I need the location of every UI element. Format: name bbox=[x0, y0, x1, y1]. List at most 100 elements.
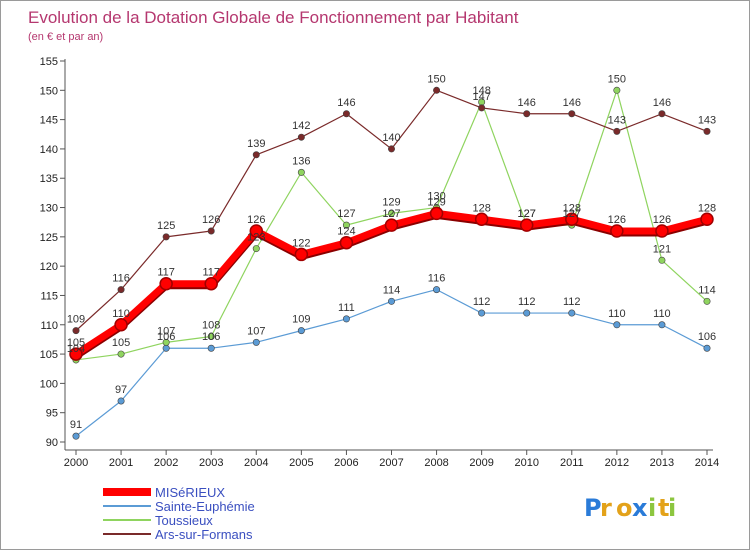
point-mis-rieux-2010 bbox=[519, 218, 534, 232]
point-ars-sur-formans-2005 bbox=[297, 133, 305, 141]
data-label-ars-sur-formans-2012: 143 bbox=[608, 114, 626, 126]
data-label-sainte-euph-mie-2000: 91 bbox=[70, 419, 82, 431]
point-sainte-euph-mie-2012 bbox=[613, 321, 621, 329]
point-sainte-euph-mie-2006 bbox=[342, 315, 350, 323]
data-label-sainte-euph-mie-2010: 112 bbox=[518, 296, 536, 308]
x-tick-label-2000: 2000 bbox=[64, 457, 88, 469]
point-ars-sur-formans-2000 bbox=[72, 327, 80, 335]
data-label-toussieux-2003: 108 bbox=[202, 319, 220, 331]
point-mis-rieux-2004 bbox=[249, 224, 264, 238]
x-tick-label-2012: 2012 bbox=[605, 457, 629, 469]
data-label-mis-rieux-2012: 126 bbox=[608, 214, 626, 226]
chart-subtitle: (en € et par an) bbox=[28, 31, 103, 43]
data-label-toussieux-2014: 114 bbox=[698, 284, 716, 296]
data-label-ars-sur-formans-2014: 143 bbox=[698, 114, 716, 126]
point-ars-sur-formans-2010 bbox=[523, 110, 531, 118]
point-mis-rieux-2009 bbox=[474, 212, 489, 227]
point-sainte-euph-mie-2007 bbox=[387, 297, 395, 305]
y-tick-label-130: 130 bbox=[40, 203, 58, 215]
logo-letter-6: i bbox=[668, 494, 676, 522]
point-toussieux-2002 bbox=[162, 338, 170, 346]
point-toussieux-2003 bbox=[207, 332, 215, 340]
y-tick-label-140: 140 bbox=[40, 144, 58, 156]
point-toussieux-2004 bbox=[252, 245, 260, 253]
data-label-sainte-euph-mie-2006: 111 bbox=[338, 302, 355, 314]
point-sainte-euph-mie-2011 bbox=[568, 309, 576, 317]
logo-letter-2: o bbox=[616, 494, 633, 522]
data-label-sainte-euph-mie-2005: 109 bbox=[292, 314, 310, 326]
data-label-sainte-euph-mie-2003: 106 bbox=[202, 331, 220, 343]
data-label-mis-rieux-2007: 127 bbox=[382, 208, 400, 220]
data-label-mis-rieux-2006: 124 bbox=[337, 226, 355, 238]
x-tick-label-2003: 2003 bbox=[199, 457, 223, 469]
data-label-sainte-euph-mie-2011: 112 bbox=[563, 296, 581, 308]
x-tick-label-2007: 2007 bbox=[379, 457, 403, 469]
data-label-toussieux-2008: 130 bbox=[427, 191, 445, 203]
y-tick-label-120: 120 bbox=[40, 261, 58, 273]
point-toussieux-2012 bbox=[613, 86, 621, 94]
data-label-ars-sur-formans-2007: 140 bbox=[382, 132, 400, 144]
logo-letter-5: t bbox=[658, 494, 669, 522]
point-toussieux-2007 bbox=[387, 209, 395, 217]
data-label-sainte-euph-mie-2009: 112 bbox=[473, 296, 491, 308]
point-mis-rieux-2014 bbox=[700, 212, 714, 227]
point-ars-sur-formans-2003 bbox=[207, 227, 215, 235]
data-label-sainte-euph-mie-2013: 110 bbox=[653, 308, 671, 320]
point-sainte-euph-mie-2001 bbox=[117, 397, 125, 405]
point-ars-sur-formans-2012 bbox=[613, 127, 621, 135]
data-label-mis-rieux-2008: 129 bbox=[427, 196, 445, 208]
data-label-toussieux-2000: 104 bbox=[67, 343, 85, 355]
data-label-ars-sur-formans-2008: 150 bbox=[427, 73, 445, 85]
logo-letter-3: x bbox=[632, 494, 648, 522]
point-ars-sur-formans-2007 bbox=[387, 145, 395, 153]
data-label-toussieux-2004: 123 bbox=[247, 232, 265, 244]
series-lines bbox=[69, 86, 714, 440]
x-tick-label-2011: 2011 bbox=[560, 457, 584, 469]
data-label-mis-rieux-2002: 117 bbox=[157, 267, 175, 279]
point-ars-sur-formans-2002 bbox=[162, 233, 170, 241]
data-label-ars-sur-formans-2001: 116 bbox=[112, 273, 130, 285]
point-sainte-euph-mie-2003 bbox=[207, 344, 215, 352]
x-tick-label-2002: 2002 bbox=[154, 457, 178, 469]
point-mis-rieux-2011 bbox=[565, 212, 579, 227]
point-mis-rieux-2013 bbox=[655, 224, 669, 238]
logo-letter-0: P bbox=[584, 494, 602, 522]
x-tick-label-2005: 2005 bbox=[289, 457, 313, 469]
point-toussieux-2005 bbox=[297, 168, 305, 176]
point-ars-sur-formans-2009 bbox=[478, 104, 486, 112]
point-ars-sur-formans-2001 bbox=[117, 286, 125, 294]
point-sainte-euph-mie-2004 bbox=[252, 338, 260, 346]
y-tick-label-145: 145 bbox=[40, 115, 58, 127]
data-label-sainte-euph-mie-2004: 107 bbox=[247, 325, 265, 337]
data-label-ars-sur-formans-2010: 146 bbox=[518, 97, 536, 109]
point-mis-rieux-2005 bbox=[294, 247, 309, 262]
data-label-mis-rieux-2003: 117 bbox=[202, 267, 220, 279]
data-label-sainte-euph-mie-2007: 114 bbox=[383, 284, 401, 296]
point-mis-rieux-2003 bbox=[204, 276, 218, 291]
legend-label-sainte-euph-mie: Sainte-Euphémie bbox=[155, 499, 255, 514]
data-label-mis-rieux-2004: 126 bbox=[247, 214, 265, 226]
data-label-ars-sur-formans-2005: 142 bbox=[292, 120, 310, 132]
point-ars-sur-formans-2013 bbox=[658, 110, 666, 118]
y-tick-label-105: 105 bbox=[40, 349, 58, 361]
y-tick-label-95: 95 bbox=[46, 408, 58, 420]
x-tick-label-2004: 2004 bbox=[244, 457, 268, 469]
data-label-toussieux-2009: 148 bbox=[472, 85, 490, 97]
data-label-sainte-euph-mie-2008: 116 bbox=[428, 273, 446, 285]
point-sainte-euph-mie-2002 bbox=[162, 344, 170, 352]
data-label-ars-sur-formans-2004: 139 bbox=[247, 138, 265, 150]
x-tick-label-2014: 2014 bbox=[695, 457, 719, 469]
data-label-mis-rieux-2001: 110 bbox=[112, 308, 130, 320]
data-label-sainte-euph-mie-2012: 110 bbox=[608, 308, 626, 320]
x-tick-label-2008: 2008 bbox=[424, 457, 448, 469]
axes: 90 95 100 105 110 115 120 125 130 135 140 145 150 155… bbox=[40, 56, 720, 469]
data-label-toussieux-2010: 127 bbox=[518, 208, 536, 220]
y-tick-label-155: 155 bbox=[40, 56, 58, 68]
data-label-toussieux-2002: 107 bbox=[157, 325, 175, 337]
point-sainte-euph-mie-2009 bbox=[478, 309, 486, 317]
proxiti-logo: Pr o x i ti bbox=[584, 494, 676, 522]
point-sainte-euph-mie-2014 bbox=[703, 344, 711, 352]
data-label-ars-sur-formans-2011: 146 bbox=[563, 97, 581, 109]
